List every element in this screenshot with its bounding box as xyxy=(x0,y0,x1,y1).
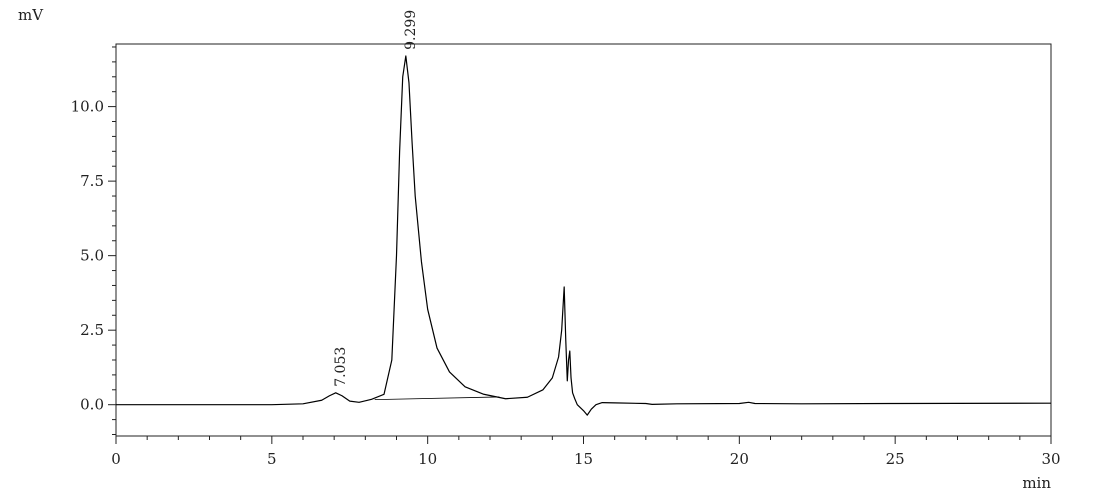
y-tick-label: 0.0 xyxy=(80,396,104,414)
y-axis: 0.0 2.5 5.0 7.5 10.0 xyxy=(71,46,116,436)
x-tick-label: 15 xyxy=(574,450,593,468)
chromatogram-trace xyxy=(116,55,1052,416)
peak-label: 7.053 xyxy=(333,347,349,387)
y-tick-label: 2.5 xyxy=(80,321,104,339)
peak-labels: 7.053 9.299 xyxy=(333,10,419,387)
x-tick-label: 20 xyxy=(730,450,749,468)
plot-border xyxy=(115,43,1052,437)
x-tick-label: 30 xyxy=(1041,450,1060,468)
y-tick-label: 5.0 xyxy=(80,247,104,265)
series-group xyxy=(116,55,1052,416)
integration-baseline xyxy=(374,396,500,401)
y-tick-label: 10.0 xyxy=(71,98,104,116)
x-tick-label: 5 xyxy=(267,450,277,468)
peak-label: 9.299 xyxy=(403,10,419,50)
plot-frame xyxy=(115,43,1052,437)
x-tick-label: 25 xyxy=(886,450,905,468)
y-tick-label: 7.5 xyxy=(80,172,104,190)
y-axis-label: mV xyxy=(18,6,44,24)
x-tick-label: 10 xyxy=(418,450,437,468)
x-axis-label: min xyxy=(1022,474,1051,492)
x-axis: 0 5 10 15 20 25 30 xyxy=(111,436,1061,468)
x-tick-label: 0 xyxy=(111,450,121,468)
